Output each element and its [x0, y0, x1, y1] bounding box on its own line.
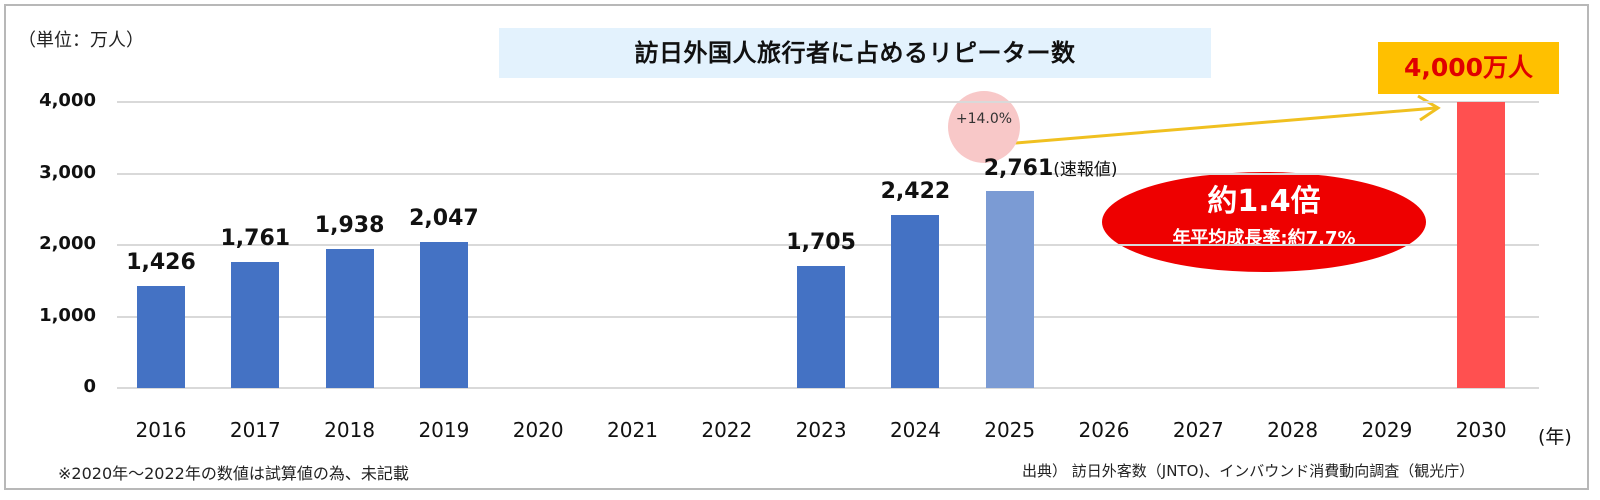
x-tick-label: 2025 — [984, 418, 1036, 442]
bar-2025 — [985, 190, 1034, 388]
value-label: 1,426 — [126, 250, 196, 276]
source-note: 出典） 訪日外客数（JNTO)、インバウンド消費動向調査（観光庁） — [1022, 462, 1475, 480]
bar-2030 — [1457, 102, 1506, 388]
gridline — [117, 387, 1539, 389]
value-label: 1,705 — [786, 230, 856, 256]
x-tick-label: 2017 — [229, 418, 281, 442]
footnote: ※2020年～2022年の数値は試算値の為、未記載 — [58, 464, 409, 483]
x-tick-label: 2026 — [1078, 418, 1130, 442]
title-banner: 訪日外国人旅行者に占めるリピーター数 — [499, 28, 1211, 78]
gridline — [117, 244, 1539, 246]
x-tick-label: 2021 — [607, 418, 658, 442]
gridline — [117, 101, 1539, 103]
growth-pct-bubble — [948, 91, 1020, 163]
cagr-text: 年平均成長率:約7.7% — [1172, 228, 1356, 249]
x-tick-label: 2027 — [1172, 418, 1224, 442]
x-tick-label: 2028 — [1267, 418, 1319, 442]
value-label: 1,938 — [314, 213, 385, 239]
x-tick-label: 2024 — [889, 418, 941, 442]
x-tick-label: 2029 — [1361, 418, 1413, 442]
x-tick-label: 2016 — [135, 418, 187, 442]
x-unit-label: (年) — [1538, 426, 1572, 448]
target-box — [1378, 42, 1559, 94]
x-tick-label: 2023 — [795, 418, 847, 442]
y-tick-label: 3,000 — [39, 161, 96, 183]
bar-2024 — [891, 214, 940, 388]
x-tick-label: 2020 — [512, 418, 564, 442]
y-tick-label: 4,000 — [39, 90, 96, 111]
y-unit-label: （単位：万人） — [18, 30, 144, 51]
x-tick-label: 2022 — [701, 418, 753, 442]
bar-2017 — [231, 262, 280, 388]
x-tick-label: 2018 — [324, 418, 376, 442]
x-tick-label: 2019 — [418, 418, 470, 442]
y-tick-label: 0 — [83, 376, 96, 397]
y-tick-label: 2,000 — [39, 233, 96, 254]
bar-2018 — [325, 249, 374, 388]
value-label: 2,047 — [409, 205, 479, 231]
bar-2019 — [419, 241, 468, 388]
target-text: 4,000万人 — [1403, 53, 1534, 82]
preliminary-note: (速報値) — [1053, 159, 1118, 180]
multiplier-text: 約1.4倍 — [1207, 184, 1321, 219]
growth-ellipse — [1102, 172, 1426, 272]
chart-title: 訪日外国人旅行者に占めるリピーター数 — [634, 39, 1076, 67]
bar-2016 — [137, 286, 185, 388]
value-label: 2,422 — [880, 178, 951, 204]
gridline — [117, 172, 1539, 175]
growth-pct-text: +14.0% — [955, 111, 1013, 127]
y-tick-label: 1,000 — [39, 304, 96, 326]
value-label: 2,761(速報値) — [983, 155, 1118, 181]
x-tick-label: 2030 — [1455, 418, 1507, 442]
value-label: 1,761 — [220, 226, 291, 252]
bar-2023 — [797, 266, 846, 388]
